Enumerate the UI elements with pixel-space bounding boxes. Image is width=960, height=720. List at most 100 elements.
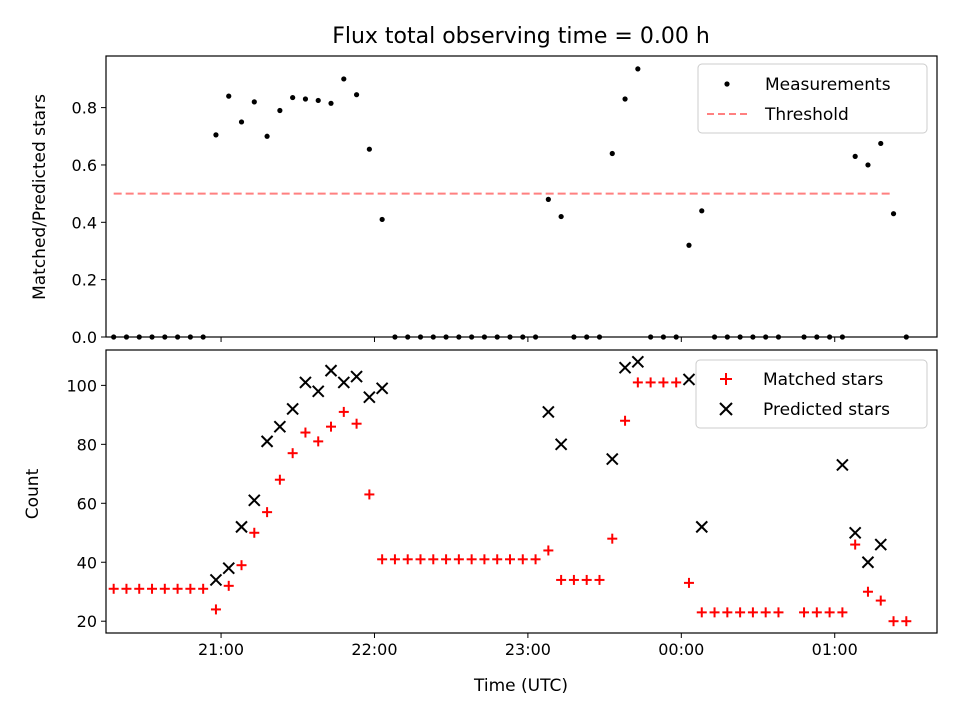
measurement-point — [839, 334, 845, 340]
measurement-point — [763, 334, 769, 340]
x-axis-label: Time (UTC) — [473, 676, 568, 696]
measurement-point — [238, 119, 245, 125]
matched-stars-point — [888, 616, 899, 627]
chart-title: Flux total observing time = 0.00 h — [332, 24, 710, 49]
matched-stars-point — [121, 583, 132, 594]
matched-stars-point — [837, 607, 848, 618]
predicted-stars-point — [542, 405, 555, 419]
x-tick: 21:00 — [198, 633, 244, 659]
matched-stars-point — [696, 607, 707, 618]
matched-stars-point — [517, 554, 528, 565]
measurement-point — [596, 334, 603, 340]
matched-stars-point — [249, 527, 260, 538]
predicted-stars-point — [861, 556, 875, 569]
measurement-point — [622, 96, 628, 102]
matched-stars-point — [862, 586, 873, 597]
measurement-point — [571, 334, 577, 340]
matched-stars-point — [479, 554, 490, 565]
measurement-point — [481, 334, 488, 340]
predicted-stars-point — [350, 370, 363, 383]
y-tick-label: 40 — [77, 553, 97, 572]
top-y-axis: 0.0 0.2 0.4 0.6 0.8 — [72, 99, 106, 347]
y-tick: 0.2 — [72, 271, 106, 290]
measurement-point — [174, 334, 181, 340]
measurement-point — [430, 334, 436, 340]
matched-stars-point — [773, 607, 784, 618]
x-tick-label: 23:00 — [505, 640, 551, 659]
measurement-point — [328, 100, 334, 106]
matched-stars-point — [415, 554, 426, 565]
bottom-plot-area — [105, 349, 938, 634]
measurement-point — [558, 213, 564, 220]
matched-stars-point — [760, 607, 771, 618]
matched-stars-point — [441, 554, 452, 565]
predicted-stars-point — [836, 458, 849, 472]
predicted-stars-point — [235, 520, 248, 534]
y-tick-label: 100 — [66, 376, 97, 395]
y-tick-label: 20 — [77, 612, 97, 631]
measurement-point — [123, 334, 130, 340]
predicted-stars-point — [337, 376, 351, 389]
x-tick: 22:00 — [351, 633, 398, 659]
measurement-point — [405, 334, 411, 340]
matched-stars-point — [300, 427, 311, 438]
predicted-stars-point — [695, 520, 708, 534]
y-tick-label: 0.4 — [72, 213, 97, 232]
matched-stars-point — [236, 560, 247, 571]
measurement-point — [277, 107, 283, 114]
predicted-stars-point — [209, 573, 223, 587]
matched-stars-point — [492, 554, 503, 565]
predicted-stars-point — [324, 364, 338, 377]
measurement-point — [903, 334, 909, 340]
measurement-point — [494, 334, 500, 340]
matched-stars-point — [185, 583, 196, 594]
predicted-stars-point — [618, 361, 632, 374]
top-x-axis — [220, 337, 836, 342]
predicted-stars-point — [222, 561, 235, 575]
x-tick: 01:00 — [812, 633, 858, 659]
bottom-y-axis: 20 40 60 80 100 — [66, 376, 106, 631]
measurement-point — [456, 334, 462, 340]
bottom-panel: 20 40 60 80 100 21:00 22:00 23:00 00:00 01:00 Co… — [23, 349, 938, 696]
legend-matched-label: Matched stars — [763, 370, 883, 390]
x-tick-label: 01:00 — [812, 640, 858, 659]
measurement-point — [878, 140, 884, 147]
measurement-point — [507, 334, 513, 340]
measurement-point — [814, 334, 820, 340]
matched-stars-point — [504, 554, 515, 565]
matched-stars-point — [428, 554, 439, 565]
legend-predicted-marker — [719, 402, 733, 416]
measurement-point — [111, 334, 117, 340]
predicted-stars-point — [682, 373, 696, 386]
y-tick-label: 80 — [77, 435, 97, 454]
y-tick: 20 — [77, 612, 106, 631]
measurement-point — [711, 334, 718, 340]
matched-stars-point — [262, 507, 273, 518]
matched-stars-point — [453, 554, 464, 565]
measurement-point — [392, 334, 398, 340]
matched-stars-point — [824, 607, 835, 618]
measurement-point — [302, 96, 309, 102]
measurement-point — [827, 334, 833, 340]
y-tick: 0.0 — [72, 328, 106, 347]
measurement-point — [315, 97, 321, 104]
matched-stars-point — [223, 580, 234, 591]
measurement-point — [353, 92, 360, 98]
bottom-plot-marks — [108, 355, 912, 627]
measurement-point — [366, 146, 372, 152]
matched-stars-point — [466, 554, 477, 565]
y-tick-label: 0.6 — [72, 156, 97, 175]
bottom-y-axis-label: Count — [23, 468, 43, 519]
matched-stars-point — [709, 607, 720, 618]
measurement-point — [648, 334, 654, 340]
matched-stars-point — [735, 607, 746, 618]
matched-stars-point — [799, 607, 810, 618]
measurement-point — [187, 334, 193, 340]
matched-stars-point — [147, 583, 158, 594]
measurement-point — [750, 334, 756, 340]
y-tick: 40 — [77, 553, 106, 572]
matched-stars-point — [645, 377, 656, 388]
measurement-point — [532, 334, 539, 340]
matched-stars-point — [607, 533, 618, 544]
y-tick-label: 60 — [77, 494, 97, 513]
